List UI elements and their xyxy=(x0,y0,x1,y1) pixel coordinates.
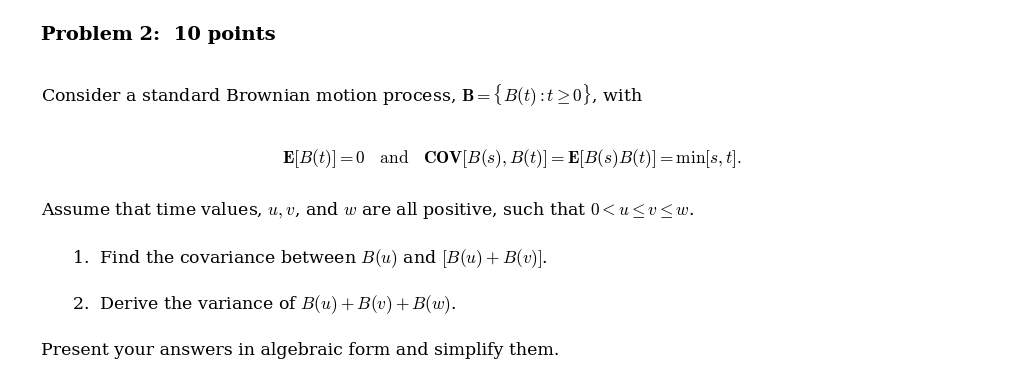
Text: Problem 2:  10 points: Problem 2: 10 points xyxy=(41,26,275,44)
Text: 2.  Derive the variance of $B(u) + B(v) + B(w)$.: 2. Derive the variance of $B(u) + B(v) +… xyxy=(72,294,457,316)
Text: $\mathbf{E}\left[B(t)\right] = 0 \quad \mathrm{and} \quad \mathbf{COV}\left[B(s): $\mathbf{E}\left[B(t)\right] = 0 \quad \… xyxy=(282,147,742,170)
Text: 1.  Find the covariance between $B(u)$ and $[B(u) + B(v)]$.: 1. Find the covariance between $B(u)$ an… xyxy=(72,248,548,270)
Text: Consider a standard Brownian motion process, $\mathbf{B} = \{B(t) : t \geq 0\}$,: Consider a standard Brownian motion proc… xyxy=(41,83,643,109)
Text: Present your answers in algebraic form and simplify them.: Present your answers in algebraic form a… xyxy=(41,342,559,359)
Text: Assume that time values, $u, v$, and $w$ are all positive, such that $0 < u \leq: Assume that time values, $u, v$, and $w$… xyxy=(41,200,694,221)
